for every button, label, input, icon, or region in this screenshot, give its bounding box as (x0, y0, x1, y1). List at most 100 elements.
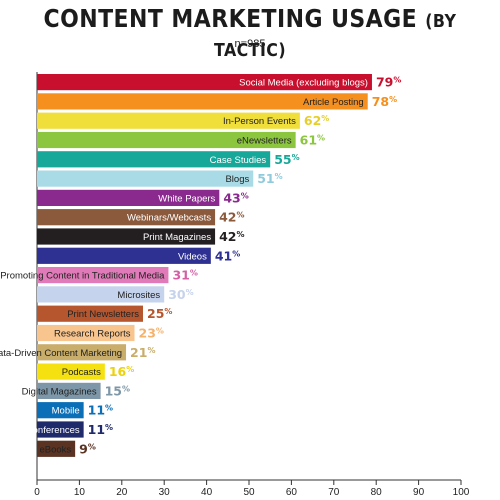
bar (37, 112, 300, 129)
bar-value-label: 9% (79, 441, 96, 456)
bar (37, 286, 165, 303)
bar-value-suffix: % (156, 327, 164, 336)
bar-value-label: 51% (257, 171, 282, 186)
bar-value-number: 11 (88, 403, 105, 418)
bar-value-number: 42 (219, 229, 236, 244)
bar-value-number: 15 (105, 383, 122, 398)
bar-category-label: Webinars/Webcasts (127, 213, 211, 224)
bar (37, 209, 216, 226)
bar-value-label: 11% (88, 403, 113, 418)
bar-value-number: 41 (215, 248, 232, 263)
bar (37, 324, 135, 342)
bar-category-label: Microsites (117, 290, 160, 301)
bar-category-label: Research Reports (54, 329, 131, 340)
bar-value-number: 25 (147, 306, 164, 321)
bar-value-number: 30 (168, 287, 186, 302)
bar-value-suffix: % (88, 442, 96, 451)
bar-value-label: 43% (223, 190, 248, 205)
bar-value-number: 21 (130, 345, 147, 360)
x-tick-label: 30 (159, 487, 171, 498)
bar-value-number: 78 (372, 94, 389, 109)
bar (37, 170, 254, 187)
x-tick-label: 90 (413, 487, 425, 498)
bar-value-suffix: % (236, 211, 244, 220)
x-tick-label: 80 (371, 487, 383, 498)
bar-value-number: 11 (88, 422, 105, 437)
bar-value-suffix: % (122, 384, 130, 393)
bar-value-label: 62% (304, 113, 329, 128)
bar-value-suffix: % (190, 269, 198, 278)
bar-value-number: 16 (109, 364, 127, 379)
bar (37, 74, 372, 91)
bar-value-number: 51 (257, 171, 274, 186)
bar-value-suffix: % (292, 153, 300, 162)
bar-value-label: 15% (105, 383, 130, 398)
bar (37, 131, 296, 149)
x-tick-label: 10 (74, 487, 86, 498)
chart-title-suffix: (BY TACTIC) (213, 11, 457, 61)
bar-value-suffix: % (389, 95, 397, 104)
bar-category-label: Mobile (52, 406, 80, 417)
x-tick-label: 100 (453, 487, 470, 498)
bar-value-suffix: % (275, 172, 283, 181)
bar-value-suffix: % (164, 307, 172, 316)
bar-value-label: 41% (215, 248, 240, 263)
bar-value-label: 11% (88, 422, 113, 437)
bar-value-suffix: % (236, 230, 244, 239)
bar-value-suffix: % (147, 346, 155, 355)
bar-value-number: 55 (274, 152, 291, 167)
bar-value-number: 23 (139, 326, 156, 341)
x-tick-label: 0 (34, 487, 40, 498)
bar-category-label: Virtual Conferences (0, 425, 80, 436)
bar (37, 305, 143, 322)
bar (37, 344, 127, 361)
bar-value-label: 23% (139, 326, 164, 341)
bar-value-suffix: % (393, 76, 401, 85)
bar-category-label: Article Posting (303, 97, 364, 108)
bar (37, 382, 101, 399)
bar (37, 402, 84, 419)
bar-value-suffix: % (105, 423, 113, 432)
bar-category-label: White Papers (158, 193, 215, 204)
bar-category-label: Print Magazines (143, 232, 211, 243)
bar-value-suffix: % (186, 288, 194, 297)
bar-category-label: Promoting Content in Traditional Media (0, 271, 165, 282)
bar-value-suffix: % (317, 134, 325, 143)
chart-subtitle: n=985 (234, 38, 266, 50)
bar-value-suffix: % (126, 365, 134, 374)
bar-value-suffix: % (232, 249, 240, 258)
bar (37, 93, 368, 110)
bar (37, 421, 84, 438)
bar-value-number: 61 (300, 133, 317, 148)
bar-category-label: Digital Magazines (22, 386, 97, 397)
x-tick-label: 60 (286, 487, 298, 498)
bar-value-suffix: % (105, 404, 113, 413)
bar-category-label: Social Media (excluding blogs) (239, 78, 368, 89)
bar-value-label: 78% (372, 94, 397, 109)
bar-value-number: 79 (376, 75, 393, 90)
bar-value-number: 9 (79, 441, 88, 456)
bar-category-label: eNewsletters (237, 136, 292, 147)
bar-category-label: Videos (178, 251, 207, 262)
bar-category-label: eBooks (39, 444, 71, 455)
x-tick-label: 20 (116, 487, 128, 498)
bar (37, 228, 216, 245)
bar-value-number: 31 (172, 268, 189, 283)
bar-value-number: 42 (219, 210, 236, 225)
bar (37, 247, 211, 264)
bar-value-suffix: % (321, 114, 329, 123)
bar-value-suffix: % (241, 191, 249, 200)
bar (37, 267, 169, 284)
bar-value-label: 21% (130, 345, 155, 360)
bar-value-label: 79% (376, 75, 401, 90)
bar-category-label: Data-Driven Content Marketing (0, 348, 122, 359)
bar (37, 363, 105, 380)
bar-value-label: 30% (168, 287, 193, 302)
bar-value-label: 61% (300, 133, 325, 148)
bar-category-label: Blogs (225, 174, 249, 185)
bar-value-label: 25% (147, 306, 172, 321)
bar-category-label: Print Newsletters (67, 309, 139, 320)
x-tick-label: 40 (201, 487, 213, 498)
bar-category-label: Podcasts (62, 367, 101, 378)
bar-value-number: 43 (223, 190, 240, 205)
